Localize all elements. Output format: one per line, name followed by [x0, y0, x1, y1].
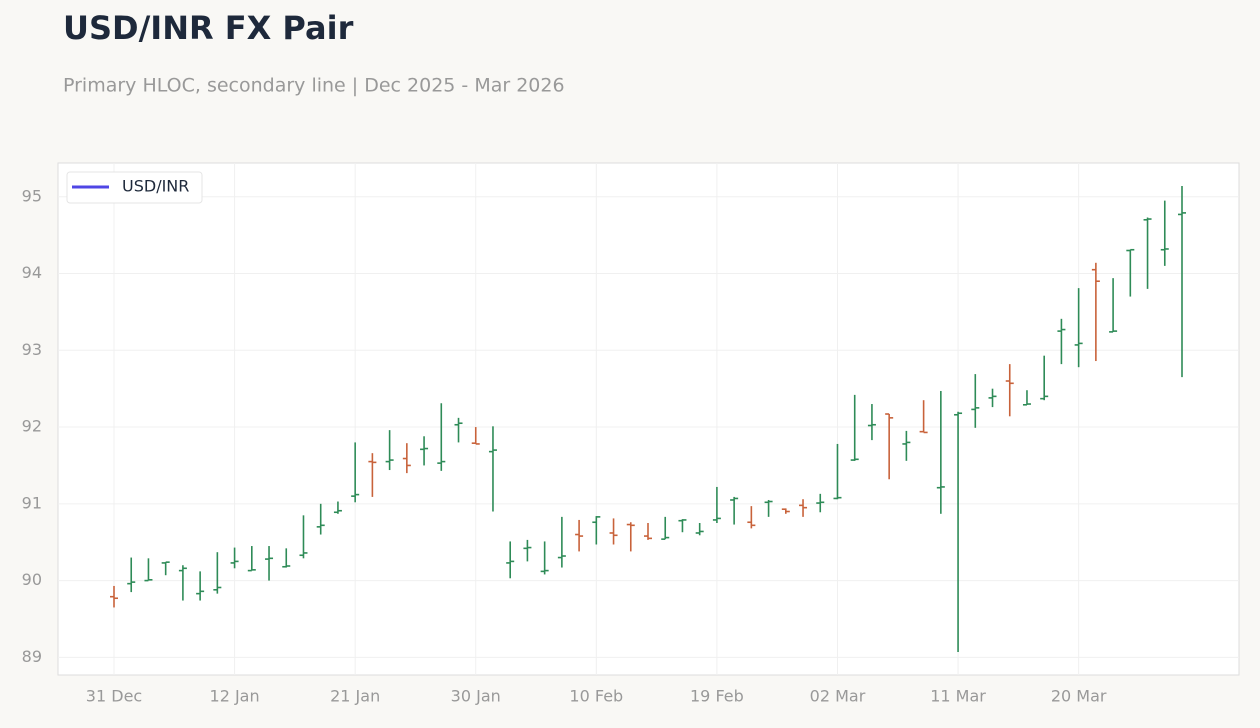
- y-tick-label: 92: [22, 417, 42, 436]
- x-tick-label: 12 Jan: [210, 687, 260, 706]
- x-tick-label: 21 Jan: [330, 687, 380, 706]
- y-tick-label: 90: [22, 570, 42, 589]
- chart-title: USD/INR FX Pair: [63, 9, 354, 47]
- x-tick-label: 11 Mar: [930, 687, 986, 706]
- x-tick-label: 10 Feb: [569, 687, 623, 706]
- x-tick-label: 02 Mar: [810, 687, 866, 706]
- legend-box: [66, 171, 203, 204]
- x-tick-label: 20 Mar: [1051, 687, 1107, 706]
- y-tick-label: 89: [22, 647, 42, 666]
- y-tick-label: 93: [22, 340, 42, 359]
- x-tick-label: 19 Feb: [690, 687, 744, 706]
- y-tick-label: 94: [22, 263, 42, 282]
- y-tick-label: 95: [22, 186, 42, 205]
- chart-subtitle: Primary HLOC, secondary line | Dec 2025 …: [63, 75, 565, 97]
- x-tick-label: 31 Dec: [86, 687, 142, 706]
- legend-label: USD/INR: [122, 177, 189, 196]
- x-tick-label: 30 Jan: [451, 687, 501, 706]
- y-tick-label: 91: [22, 493, 42, 512]
- plot-area: [57, 162, 1240, 676]
